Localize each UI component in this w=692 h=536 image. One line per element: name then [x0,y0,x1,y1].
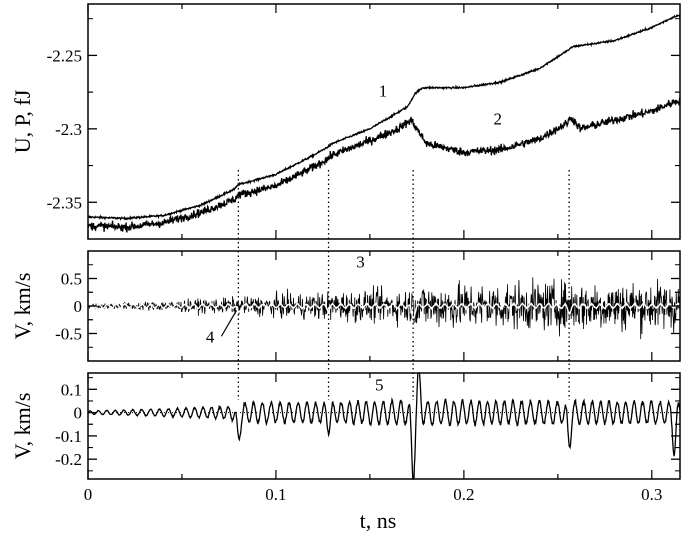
y-tick-label: -2.35 [47,193,82,212]
data-layer [87,13,681,480]
y-tick-label: -0.1 [55,427,82,446]
y-axis-label: U, P, fJ [10,89,35,153]
curve-label-5: 5 [375,375,384,394]
label-4-pointer [220,310,237,337]
y-tick-label: -2.3 [55,120,82,139]
y-tick-label: 0 [74,404,83,423]
curve-label-4: 4 [206,327,215,346]
series-line-2 [87,97,681,233]
series-line-5 [87,372,681,480]
series-line-1 [87,13,681,221]
x-tick-label: 0.2 [453,485,474,504]
series-line-4 [87,300,681,319]
y-tick-label: -0.5 [55,325,82,344]
text-layer: -2.35 -2.3 -2.25 U, P, fJ 1 2 -0.5 0 0.5 V, km/s 3… [10,46,662,533]
x-tick-label: 0.3 [641,485,662,504]
x-tick-label: 0 [84,485,93,504]
curve-label-1: 1 [379,82,388,101]
y-tick-label: 0.5 [61,270,82,289]
plot-frame [87,3,681,240]
y-axis-label: V, km/s [10,393,35,460]
y-tick-label: 0 [74,297,83,316]
y-axis-label: V, km/s [10,273,35,340]
plot-frame [87,372,681,480]
curve-label-2: 2 [493,109,502,128]
y-tick-label: 0.1 [61,380,82,399]
frame-layer [87,3,681,480]
y-tick-label: -0.2 [55,450,82,469]
y-tick-label: -2.25 [47,46,82,65]
grid-layer [88,170,680,414]
curve-label-3: 3 [356,253,365,272]
plot-frame [87,250,681,362]
x-tick-label: 0.1 [265,485,286,504]
series-line-3 [87,277,681,340]
x-axis-label: t, ns [360,508,397,533]
